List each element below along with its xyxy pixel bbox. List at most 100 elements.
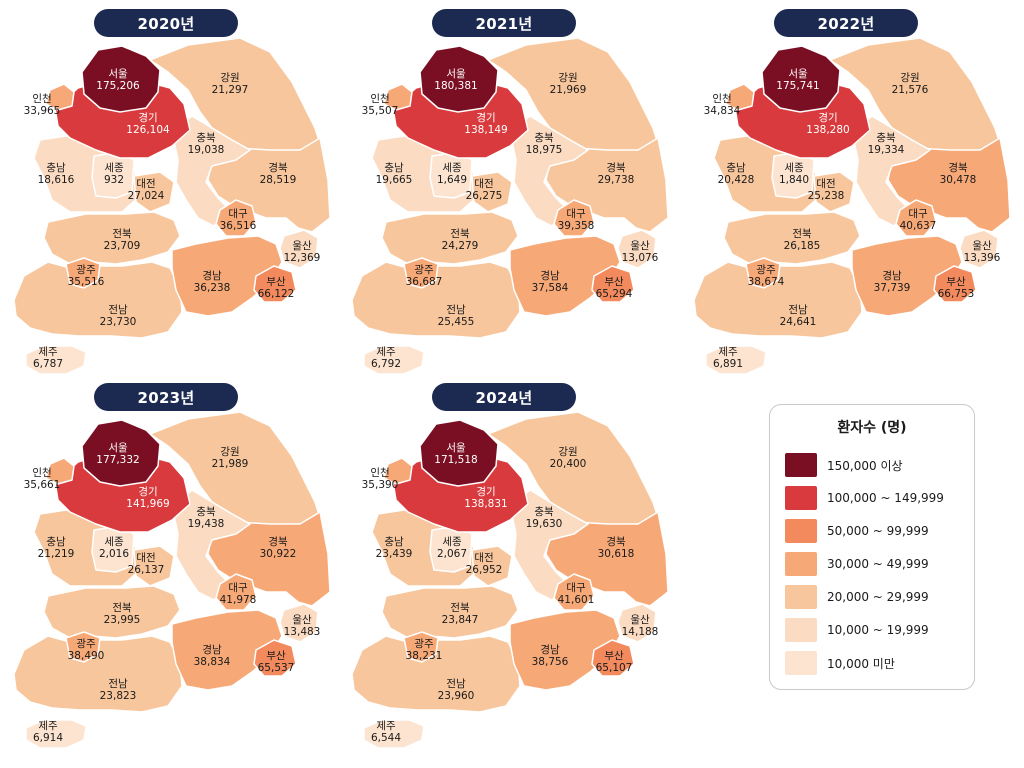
region-chungbuk — [509, 489, 589, 601]
region-name: 강원 — [220, 446, 240, 458]
region-name: 대구 — [566, 582, 586, 594]
region-label-gyeonggi: 경기 126,104 — [126, 112, 169, 136]
region-incheon — [725, 83, 755, 111]
patient-count: 6,914 — [32, 732, 64, 744]
region-label-jeonbuk: 전북 23,709 — [104, 228, 141, 252]
patient-count: 25,455 — [437, 316, 475, 328]
patient-count: 27,024 — [127, 190, 165, 202]
patient-count: 66,753 — [937, 288, 975, 300]
region-label-daegu: 대구 39,358 — [558, 208, 595, 232]
region-label-sejong: 세종 2,016 — [99, 536, 129, 560]
region-name: 대전 — [816, 178, 836, 190]
patient-count: 21,219 — [37, 548, 75, 560]
region-name: 강원 — [558, 446, 578, 458]
region-label-gyeongbuk: 경북 28,519 — [260, 162, 297, 186]
region-label-gyeongbuk: 경북 30,922 — [260, 536, 297, 560]
patient-count: 26,137 — [127, 564, 165, 576]
patient-count: 6,787 — [32, 358, 64, 370]
patient-count: 40,637 — [899, 220, 937, 232]
region-name: 경기 — [476, 112, 496, 124]
region-name: 전북 — [112, 602, 132, 614]
region-ulsan — [617, 603, 657, 643]
legend-label: 10,000 미만 — [827, 656, 895, 671]
region-name: 세종 — [104, 536, 124, 548]
patient-count: 177,332 — [96, 454, 140, 466]
patient-count: 35,507 — [361, 105, 399, 117]
patient-count: 18,975 — [525, 144, 563, 156]
patient-count: 37,584 — [531, 282, 569, 294]
region-label-sejong: 세종 1,840 — [779, 162, 809, 186]
patient-count: 141,969 — [126, 498, 170, 510]
legend-item: 50,000 ~ 99,999 — [785, 519, 929, 543]
patient-count: 175,206 — [96, 80, 140, 92]
region-label-ulsan: 울산 13,076 — [622, 240, 659, 264]
region-name: 대구 — [228, 208, 248, 220]
legend-label: 30,000 ~ 49,999 — [827, 557, 929, 571]
region-name: 부산 — [266, 650, 286, 662]
region-label-gangwon: 강원 21,297 — [212, 72, 249, 96]
region-label-jeju: 제주 6,787 — [33, 346, 63, 370]
region-name: 충북 — [534, 506, 554, 518]
patient-count: 21,969 — [549, 84, 587, 96]
region-label-busan: 부산 66,122 — [258, 276, 295, 300]
region-label-gyeongbuk: 경북 30,618 — [598, 536, 635, 560]
patient-count: 30,618 — [597, 548, 635, 560]
region-name: 전남 — [446, 304, 466, 316]
region-label-gyeongnam: 경남 36,238 — [194, 270, 231, 294]
region-seoul — [761, 45, 841, 113]
region-name: 인천 — [712, 93, 732, 105]
region-name: 제주 — [38, 346, 58, 358]
legend-label: 10,000 ~ 19,999 — [827, 623, 929, 637]
region-jeonbuk — [43, 585, 181, 639]
region-name: 서울 — [446, 68, 466, 80]
region-name: 광주 — [76, 264, 96, 276]
patient-count: 23,439 — [375, 548, 413, 560]
legend-label: 50,000 ~ 99,999 — [827, 524, 929, 538]
region-name: 서울 — [108, 442, 128, 454]
region-label-jeju: 제주 6,544 — [371, 720, 401, 744]
region-daegu — [215, 573, 257, 611]
region-jeonbuk — [43, 211, 181, 265]
region-label-chungnam: 충남 19,665 — [376, 162, 413, 186]
region-name: 대구 — [908, 208, 928, 220]
region-label-incheon: 인천 34,834 — [704, 93, 741, 117]
region-incheon — [383, 83, 413, 111]
region-label-gyeonggi: 경기 138,149 — [464, 112, 507, 136]
region-label-chungbuk: 충북 19,438 — [188, 506, 225, 530]
region-name: 광주 — [76, 638, 96, 650]
legend-swatch — [785, 552, 817, 576]
patient-count: 21,989 — [211, 458, 249, 470]
region-daejeon — [471, 171, 513, 213]
region-jeju — [25, 719, 87, 749]
patient-count: 66,122 — [257, 288, 295, 300]
patient-count: 180,381 — [434, 80, 478, 92]
region-name: 경남 — [882, 270, 902, 282]
region-label-daegu: 대구 41,601 — [558, 582, 595, 606]
region-seoul — [419, 45, 499, 113]
region-name: 충북 — [876, 132, 896, 144]
patient-count: 12,369 — [283, 252, 321, 264]
patient-count: 26,185 — [783, 240, 821, 252]
region-incheon — [45, 457, 75, 485]
region-name: 충북 — [534, 132, 554, 144]
patient-count: 14,188 — [621, 626, 659, 638]
patient-count: 36,238 — [193, 282, 231, 294]
region-name: 경기 — [476, 486, 496, 498]
region-name: 인천 — [32, 467, 52, 479]
region-label-jeonnam: 전남 24,641 — [780, 304, 817, 328]
map-2021: 2021년 서울 180,381 경기 138,149 인천 35,507 강원 21,969… — [338, 0, 678, 380]
region-daegu — [553, 199, 595, 237]
patient-count: 126,104 — [126, 124, 170, 136]
region-label-chungnam: 충남 18,616 — [38, 162, 75, 186]
map-2022: 2022년 서울 175,741 경기 138,280 인천 34,834 강원 21,576… — [680, 0, 1020, 380]
region-label-seoul: 서울 171,518 — [434, 442, 477, 466]
region-name: 인천 — [370, 93, 390, 105]
region-label-chungnam: 충남 23,439 — [376, 536, 413, 560]
region-gwangju — [65, 631, 101, 663]
region-label-jeonbuk: 전북 24,279 — [442, 228, 479, 252]
region-chungbuk — [851, 115, 931, 227]
region-name: 부산 — [604, 650, 624, 662]
patient-count: 19,334 — [867, 144, 905, 156]
region-label-busan: 부산 65,537 — [258, 650, 295, 674]
region-name: 충북 — [196, 132, 216, 144]
